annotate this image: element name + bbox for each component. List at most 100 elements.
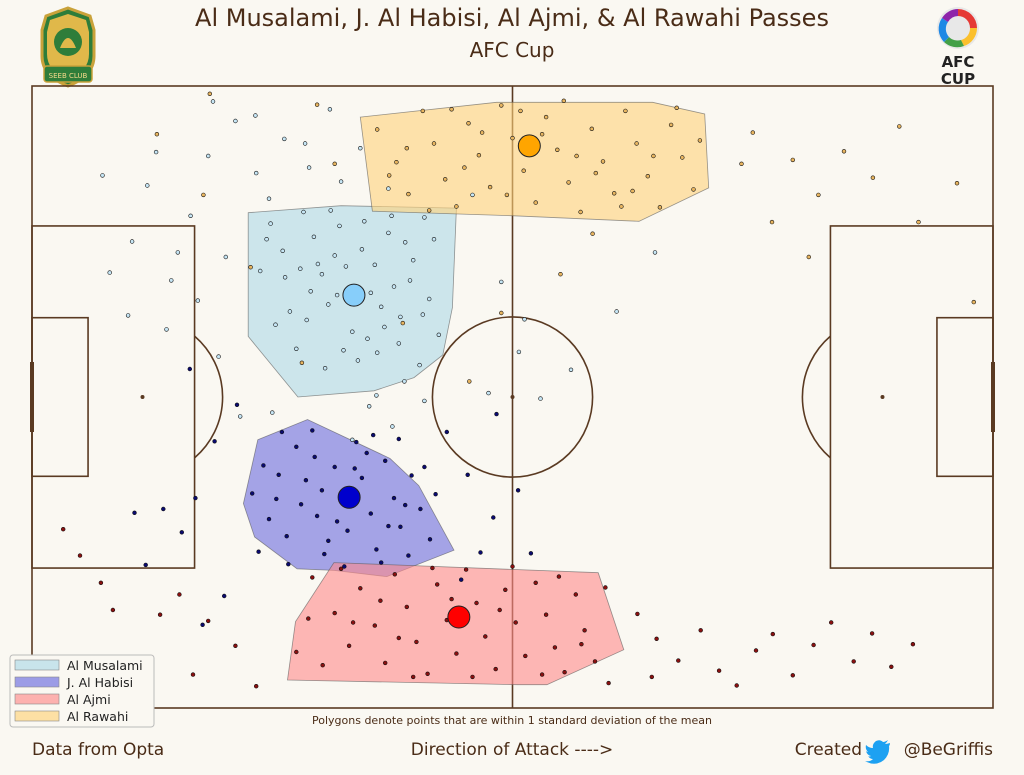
pass-point-al-ajmi [654, 636, 659, 641]
pass-point-al-ajmi [454, 651, 459, 656]
pass-point-al-musalami [375, 350, 380, 355]
pass-point-al-ajmi [828, 620, 834, 625]
pass-point-al-musalami [391, 284, 397, 289]
pass-point-j-al-habisi [161, 506, 166, 512]
pass-point-al-ajmi [851, 659, 856, 664]
pass-point-al-ajmi [869, 631, 875, 636]
pass-point-j-al-habisi [352, 466, 357, 471]
left-penalty-arc [194, 335, 224, 459]
pass-point-al-rawahi [691, 187, 696, 192]
pass-point-al-musalami [304, 317, 309, 323]
center-circle [431, 316, 594, 478]
twitter-bird-icon [865, 740, 890, 764]
pass-point-al-ajmi [332, 610, 337, 616]
pass-point-al-ajmi [497, 607, 502, 613]
pass-point-al-rawahi [400, 320, 405, 326]
pass-point-al-musalami [169, 278, 174, 283]
pass-point-al-ajmi [635, 611, 640, 617]
pass-point-al-musalami [368, 290, 373, 295]
pass-point-al-musalami [359, 247, 365, 252]
pass-point-al-musalami [386, 186, 391, 191]
mean-j-al-habisi [337, 485, 361, 509]
pass-point-al-musalami [287, 309, 293, 314]
pass-point-j-al-habisi [418, 506, 423, 512]
pass-point-al-ajmi [449, 596, 454, 602]
pass-point-al-musalami [238, 414, 243, 419]
pass-point-al-rawahi [248, 265, 253, 270]
pass-point-j-al-habisi [256, 549, 261, 554]
pass-point-al-ajmi [483, 634, 488, 639]
pass-point-al-ajmi [493, 666, 498, 672]
legend-swatch-j-al-habisi [14, 676, 60, 688]
pass-point-al-musalami [386, 230, 391, 236]
pass-point-al-rawahi [870, 175, 876, 180]
pass-point-j-al-habisi [212, 439, 217, 444]
right-penalty-arc [801, 335, 831, 459]
hull-al-rawahi [359, 101, 710, 222]
pass-point-al-musalami [470, 192, 475, 198]
pass-point-j-al-habisi [391, 495, 397, 501]
pass-point-al-rawahi [971, 299, 976, 305]
pass-point-al-rawahi [462, 165, 467, 170]
pass-point-j-al-habisi [274, 496, 279, 502]
pass-point-j-al-habisi [427, 537, 433, 542]
pass-point-al-ajmi [889, 664, 894, 669]
pass-point-al-ajmi [338, 566, 344, 571]
pass-point-j-al-habisi [354, 439, 359, 445]
pass-point-al-musalami [374, 393, 379, 398]
legend-label-j-al-habisi: J. Al Habisi [66, 675, 133, 690]
pass-point-al-rawahi [533, 200, 538, 205]
pass-point-al-rawahi [651, 153, 656, 159]
pass-point-al-musalami [420, 312, 425, 317]
pass-point-al-rawahi [543, 114, 549, 120]
pass-point-al-rawahi [314, 102, 320, 107]
pass-point-al-ajmi [372, 623, 377, 628]
pass-point-al-ajmi [573, 592, 578, 597]
pass-point-al-rawahi [611, 191, 617, 196]
legend-label-al-ajmi: Al Ajmi [67, 692, 111, 707]
pass-point-j-al-habisi [250, 491, 255, 496]
legend: Al Musalami J. Al Habisi Al Ajmi Al Rawahi [9, 654, 155, 728]
pass-point-j-al-habisi [515, 488, 521, 493]
pass-point-al-ajmi [346, 643, 352, 648]
pass-point-al-musalami [175, 250, 181, 255]
pass-point-al-ajmi [649, 674, 654, 680]
polygon-note: Polygons denote points that are within 1… [312, 714, 712, 727]
pass-point-j-al-habisi [379, 560, 384, 565]
pass-point-j-al-habisi [193, 495, 198, 501]
pass-point-al-rawahi [443, 177, 448, 182]
right-six-yard-box [936, 316, 994, 478]
pass-point-al-musalami [206, 153, 211, 159]
pass-point-al-rawahi [589, 126, 594, 132]
pass-point-al-rawahi [600, 159, 606, 164]
pass-point-al-musalami [282, 136, 287, 142]
pass-point-j-al-habisi [444, 429, 449, 435]
pass-point-al-ajmi [383, 660, 388, 666]
pass-point-al-ajmi [110, 607, 116, 613]
pass-point-al-musalami [301, 209, 306, 215]
pass-point-al-rawahi [657, 205, 663, 210]
pass-point-al-rawahi [431, 141, 437, 146]
pass-point-al-ajmi [392, 572, 397, 577]
pass-point-j-al-habisi [364, 450, 369, 456]
pass-point-al-rawahi [207, 91, 213, 97]
pass-point-j-al-habisi [433, 492, 438, 497]
pass-point-al-musalami [538, 396, 543, 401]
legend-swatch-al-ajmi [14, 693, 60, 705]
pass-point-j-al-habisi [279, 429, 285, 435]
pass-point-al-musalami [223, 254, 229, 260]
pass-point-al-rawahi [154, 132, 160, 137]
pass-point-al-musalami [372, 262, 377, 267]
pass-point-al-musalami [254, 170, 259, 176]
pass-point-al-ajmi [157, 612, 163, 617]
pass-point-j-al-habisi [143, 562, 148, 568]
pass-point-al-musalami [107, 270, 112, 275]
pass-point-j-al-habisi [179, 530, 185, 535]
pass-point-al-rawahi [566, 180, 571, 185]
pass-point-j-al-habisi [406, 553, 411, 558]
pass-point-al-musalami [516, 349, 522, 355]
pass-point-al-rawahi [449, 107, 454, 112]
seeb-club-badge: SEEB CLUB [40, 6, 96, 88]
pass-point-al-rawahi [404, 146, 409, 151]
pass-point-al-musalami [362, 219, 367, 224]
